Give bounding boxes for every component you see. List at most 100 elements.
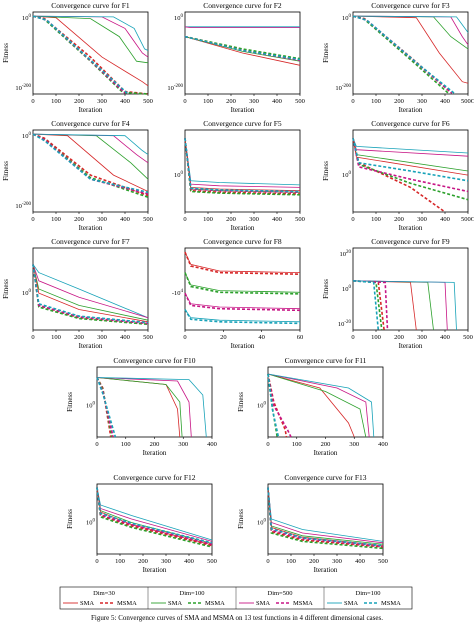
series-group-f5 — [184, 138, 301, 196]
legend-sma-label-2: SMA — [256, 600, 270, 607]
series-line-f7-sma-0 — [32, 264, 149, 319]
series-line-f8-msma-7 — [184, 309, 301, 325]
y-tick-label-f4-1: 10-200 — [15, 202, 31, 210]
series-line-f8-msma-3 — [184, 272, 301, 295]
plot-area-f9 — [352, 247, 469, 331]
x-tick-label-f5-3: 300 — [249, 216, 259, 223]
legend-dim-label-0: Dim=30 — [93, 590, 115, 597]
series-line-f12-msma-7 — [96, 487, 213, 544]
series-line-f11-msma-7 — [267, 373, 280, 438]
x-tick-label-f9-1: 100 — [371, 334, 381, 341]
y-tick-label-f6-0: 100 — [342, 171, 352, 179]
series-line-f13-msma-7 — [267, 487, 384, 547]
y-tick-label-f12-0: 100 — [86, 519, 96, 527]
y-tick-label-f9-1: 100 — [342, 285, 352, 293]
series-line-f8-msma-1 — [184, 251, 301, 275]
x-tick-label-f1-1: 100 — [51, 98, 61, 105]
series-line-f7-msma-7 — [32, 264, 149, 324]
x-tick-label-f3-5: 500C — [461, 98, 474, 105]
legend-dim-label-3: Dim=100 — [356, 590, 381, 597]
y-axis-label-f11: Fitness — [237, 392, 245, 412]
x-tick-label-f11-1: 100 — [292, 441, 302, 448]
x-tick-label-f12-1: 100 — [115, 558, 125, 565]
x-tick-label-f3-0: 0 — [351, 98, 354, 105]
y-tick-label-f1-1: 10-200 — [15, 84, 31, 92]
x-tick-label-f2-2: 200 — [226, 98, 236, 105]
x-tick-label-f6-3: 300 — [417, 216, 427, 223]
x-tick-label-f9-4: 400 — [440, 334, 450, 341]
x-tick-label-f7-0: 0 — [31, 334, 34, 341]
x-tick-label-f3-4: 400 — [440, 98, 450, 105]
y-tick-label-f8-0: -104 — [172, 289, 184, 297]
chart-title-f13: Convergence curve for F13 — [284, 473, 366, 482]
plot-area-f3 — [352, 11, 469, 95]
series-line-f11-sma-2 — [267, 373, 370, 438]
x-tick-label-f4-4: 400 — [120, 216, 130, 223]
legend-msma-label-2: MSMA — [293, 600, 313, 607]
series-line-f11-sma-0 — [267, 373, 355, 438]
chart-title-f6: Convergence curve for F6 — [371, 119, 450, 128]
x-tick-label-f8-3: 60 — [297, 334, 304, 341]
x-axis-label-f6: Iteration — [399, 224, 423, 232]
series-line-f1-msma-7 — [32, 15, 128, 94]
x-tick-label-f1-4: 400 — [120, 98, 130, 105]
series-group-f6 — [352, 138, 469, 213]
y-axis-label-f7: Fitness — [2, 279, 10, 299]
y-axis-label-f10: Fitness — [66, 392, 74, 412]
y-tick-label-f2-0: 100 — [174, 14, 184, 22]
x-tick-label-f5-1: 100 — [203, 216, 213, 223]
x-axis-label-f2: Iteration — [231, 106, 255, 114]
y-tick-label-f11-0: 100 — [257, 402, 267, 410]
x-tick-label-f5-5: 500 — [295, 216, 305, 223]
x-tick-label-f6-5: 500C — [461, 216, 474, 223]
x-tick-label-f10-2: 200 — [150, 441, 160, 448]
x-tick-label-f3-3: 300 — [417, 98, 427, 105]
legend-dim-label-1: Dim=100 — [180, 590, 205, 597]
x-axis-label-f8: Iteration — [231, 342, 255, 350]
x-tick-label-f5-0: 0 — [183, 216, 186, 223]
y-tick-label-f3-0: 100 — [342, 14, 352, 22]
chart-title-f9: Convergence curve for F9 — [371, 237, 450, 246]
x-tick-label-f9-5: 500 — [463, 334, 473, 341]
legend-msma-label-1: MSMA — [205, 600, 225, 607]
x-tick-label-f1-5: 500 — [143, 98, 153, 105]
y-axis-label-f3: Fitness — [322, 43, 330, 63]
legend-msma-label-0: MSMA — [117, 600, 137, 607]
series-line-f2-sma-3 — [184, 36, 301, 62]
x-axis-label-f13: Iteration — [314, 566, 338, 574]
x-tick-label-f1-3: 300 — [97, 98, 107, 105]
x-tick-label-f4-5: 500 — [143, 216, 153, 223]
series-line-f1-sma-1 — [32, 15, 149, 64]
legend-dim-label-2: Dim=500 — [268, 590, 293, 597]
x-tick-label-f10-3: 300 — [178, 441, 188, 448]
x-tick-label-f12-2: 200 — [138, 558, 148, 565]
x-tick-label-f7-1: 100 — [51, 334, 61, 341]
x-tick-label-f13-2: 200 — [309, 558, 319, 565]
x-tick-label-f3-2: 200 — [394, 98, 404, 105]
legend-sma-label-1: SMA — [168, 600, 182, 607]
x-tick-label-f1-0: 0 — [31, 98, 34, 105]
chart-title-f5: Convergence curve for F5 — [203, 119, 282, 128]
x-axis-label-f3: Iteration — [399, 106, 423, 114]
series-group-f4 — [32, 133, 149, 198]
series-line-f2-msma-7 — [184, 35, 301, 61]
y-tick-label-f9-0: 1020 — [340, 250, 352, 258]
y-tick-label-f7-0: 100 — [22, 289, 32, 297]
series-line-f2-sma-2 — [184, 36, 301, 66]
y-axis-label-f13: Fitness — [237, 509, 245, 529]
x-axis-label-f12: Iteration — [143, 566, 167, 574]
legend-sma-label-3: SMA — [344, 600, 358, 607]
series-line-f9-msma-7 — [352, 280, 380, 331]
plot-area-f7 — [32, 247, 149, 331]
x-tick-label-f5-4: 400 — [272, 216, 282, 223]
series-group-f3 — [352, 15, 469, 94]
x-tick-label-f2-3: 300 — [249, 98, 259, 105]
x-axis-label-f7: Iteration — [79, 342, 103, 350]
y-axis-label-f12: Fitness — [66, 509, 74, 529]
chart-title-f11: Convergence curve for F11 — [285, 356, 367, 365]
chart-title-f3: Convergence curve for F3 — [371, 1, 450, 10]
x-tick-label-f13-1: 100 — [286, 558, 296, 565]
y-tick-label-f13-0: 100 — [257, 519, 267, 527]
x-tick-label-f2-5: 500 — [295, 98, 305, 105]
